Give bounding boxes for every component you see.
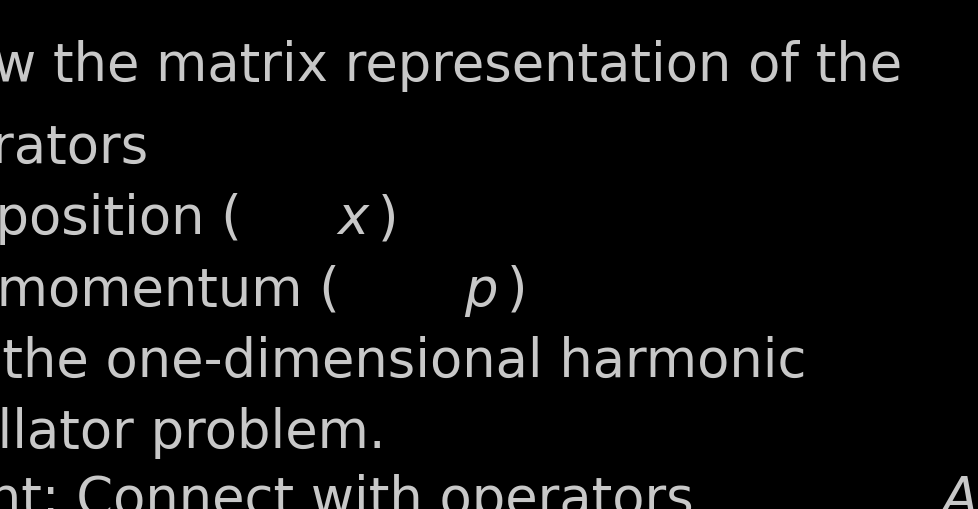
Text: operators: operators [0, 122, 148, 174]
Text: A: A [941, 473, 977, 509]
Text: x: x [336, 193, 368, 245]
Text: p: p [464, 264, 497, 316]
Text: Show the matrix representation of the: Show the matrix representation of the [0, 40, 901, 92]
Text: ): ) [507, 264, 527, 316]
Text: oscillator problem.: oscillator problem. [0, 407, 385, 459]
Text: a.  position (: a. position ( [0, 193, 242, 245]
Text: b.  momentum (: b. momentum ( [0, 264, 339, 316]
Text: for the one-dimensional harmonic: for the one-dimensional harmonic [0, 335, 806, 387]
Text: ): ) [378, 193, 398, 245]
Text: (Hint: Connect with operators: (Hint: Connect with operators [0, 473, 710, 509]
